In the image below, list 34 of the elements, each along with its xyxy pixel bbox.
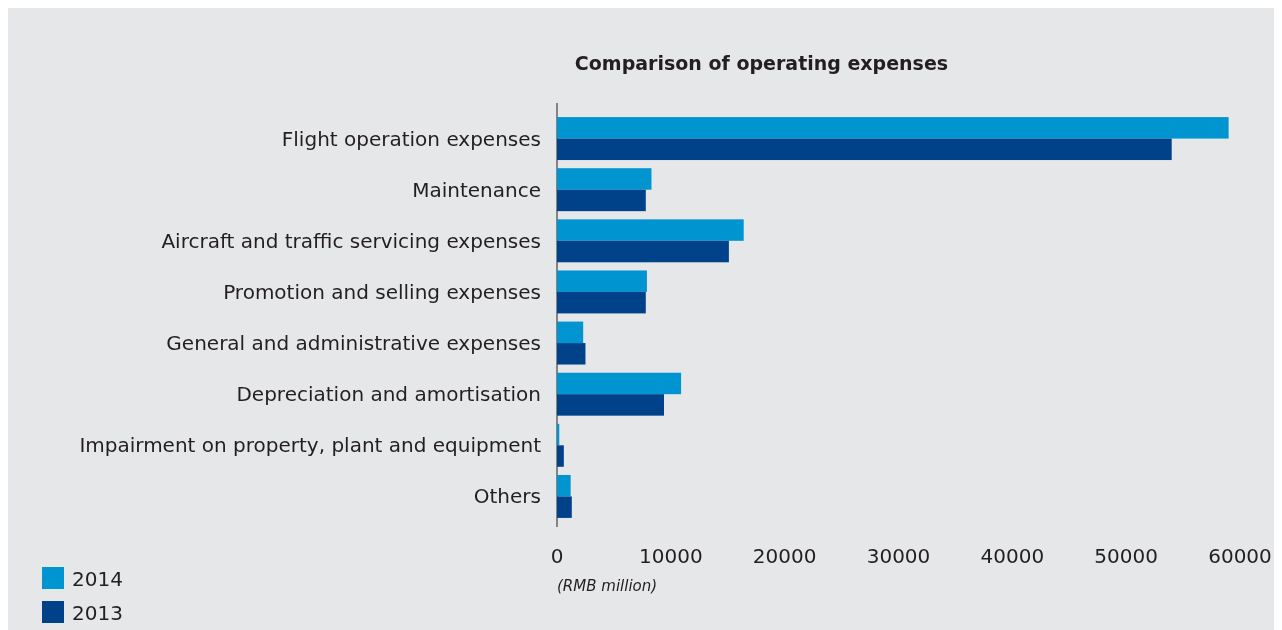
y-tick-label: Impairment on property, plant and equipment [79, 433, 542, 458]
bar [557, 445, 564, 467]
bar [557, 496, 572, 518]
y-tick-label: Promotion and selling expenses [223, 279, 541, 304]
chart-title: Comparison of operating expenses [574, 52, 949, 74]
bar [557, 291, 646, 314]
y-tick-label: General and administrative expenses [166, 331, 541, 356]
y-tick-label: Maintenance [412, 177, 541, 202]
bar [557, 117, 1229, 139]
y-tick-label: Depreciation and amortisation [236, 382, 541, 407]
bar [557, 189, 646, 212]
y-tick-label: Aircraft and traffic servicing expenses [161, 228, 541, 253]
x-tick-label: 20000 [752, 544, 817, 568]
x-tick-label: 50000 [1094, 544, 1158, 568]
x-tick-label: 0 [550, 544, 564, 568]
bar [557, 343, 586, 365]
bar [557, 394, 664, 416]
x-tick-label: 30000 [866, 544, 931, 568]
x-tick-label: 40000 [980, 544, 1045, 568]
bar [557, 219, 744, 241]
bar [557, 372, 682, 395]
legend-label: 2013 [72, 601, 123, 625]
bar [557, 240, 729, 263]
bar [557, 474, 571, 497]
x-tick-label: 10000 [639, 544, 703, 568]
bar [557, 321, 584, 344]
bar [557, 270, 647, 292]
legend-label: 2014 [72, 567, 123, 591]
x-tick-label: 60000 [1208, 544, 1272, 568]
bar [557, 138, 1172, 161]
bar [557, 168, 652, 190]
y-tick-label: Flight operation expenses [281, 126, 541, 151]
x-axis-title: (RMB million) [557, 577, 658, 595]
y-tick-label: Others [473, 484, 541, 509]
